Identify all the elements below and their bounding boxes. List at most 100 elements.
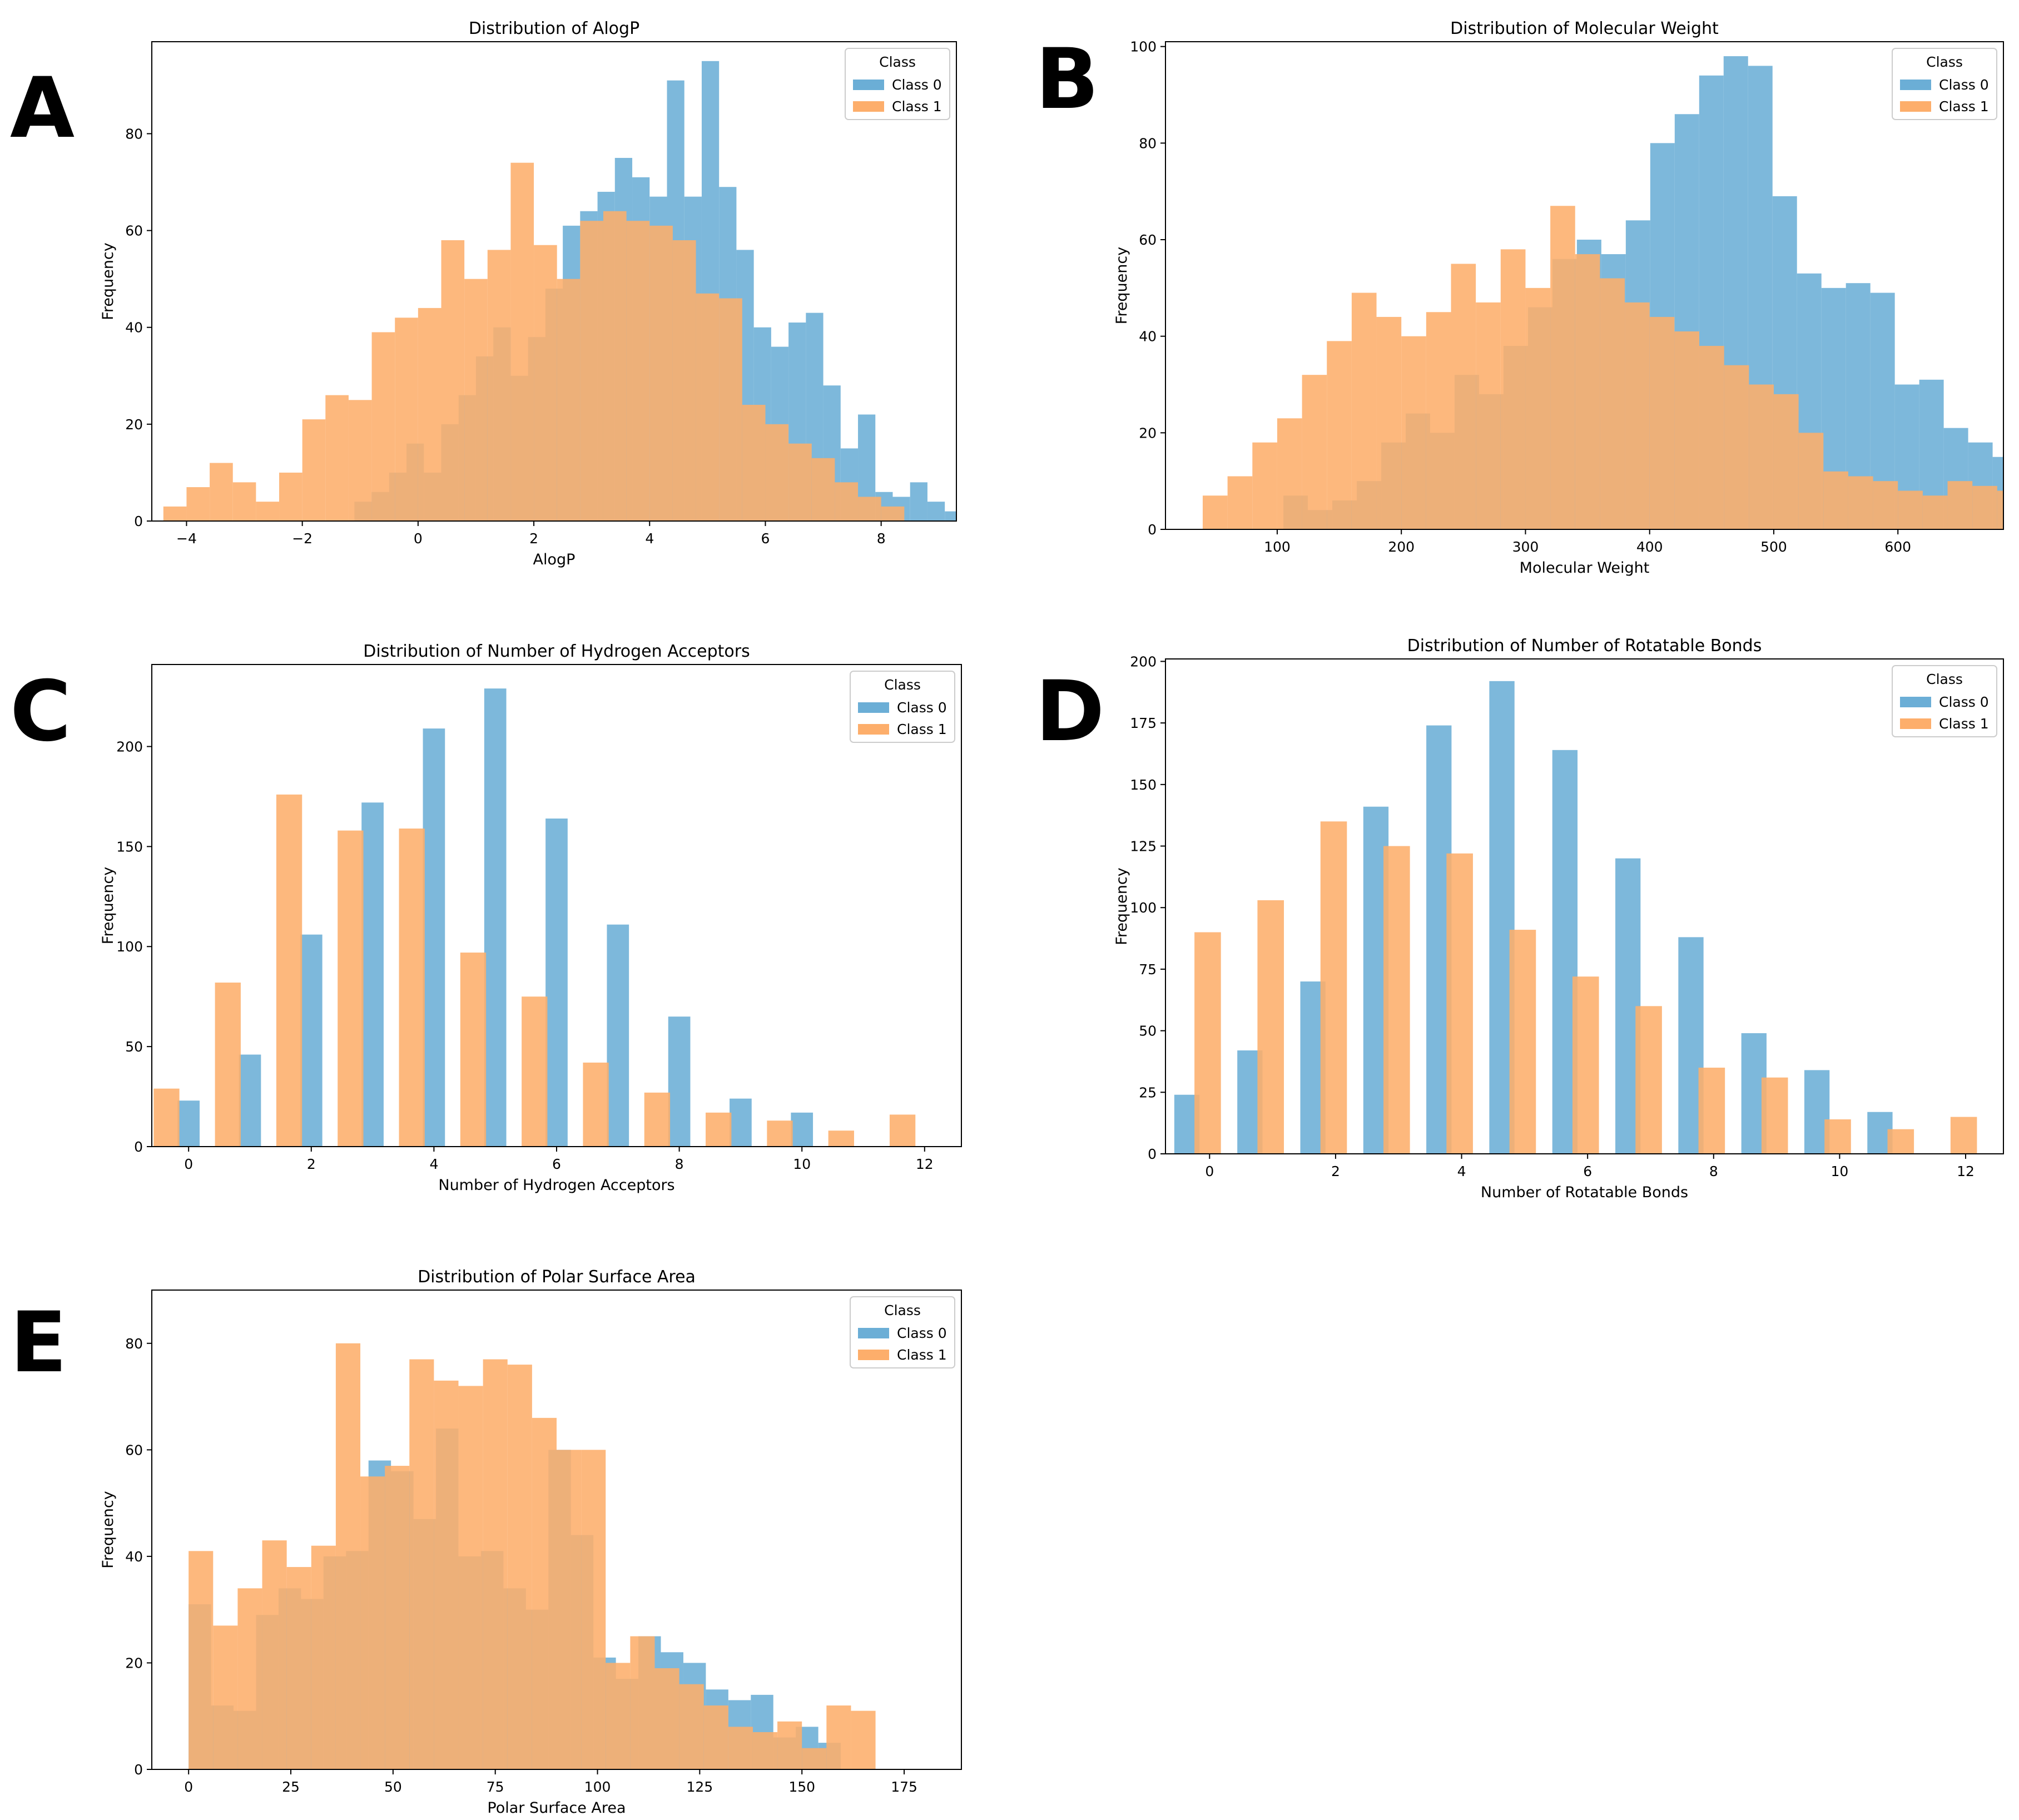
bar-class1 (851, 1710, 876, 1769)
y-tick-label: 40 (125, 320, 143, 336)
legend-entry: Class 1 (892, 98, 942, 115)
bar-class1 (418, 308, 441, 521)
bar-class1 (858, 497, 881, 521)
bar-class1 (302, 419, 326, 521)
legend-entry: Class 0 (1939, 694, 1989, 710)
bar-class1 (163, 506, 187, 521)
bar-class1 (1572, 976, 1599, 1154)
bar-class1 (1202, 495, 1228, 529)
bar-class1 (1509, 930, 1536, 1154)
bar-class1 (742, 405, 766, 521)
y-tick-label: 20 (1139, 425, 1157, 441)
bar-class1 (1277, 418, 1302, 529)
bar-class1 (510, 162, 534, 521)
x-tick-label: 4 (429, 1156, 438, 1172)
bar-class1 (1550, 206, 1575, 529)
chart-4: 0 25 50 75 100 125 150 175 0 20 40 60 80 Distribution… (100, 1267, 962, 1817)
x-tick-label: 175 (891, 1779, 917, 1795)
bar-class1 (399, 828, 425, 1147)
bar-class1 (1320, 821, 1347, 1154)
y-tick-label: 75 (1139, 961, 1157, 978)
bar-class1 (1848, 476, 1873, 529)
y-tick-label: 60 (125, 223, 143, 239)
bar-class1 (1383, 846, 1410, 1154)
bar-class1 (1227, 476, 1253, 529)
x-axis-label: Number of Rotatable Bonds (1481, 1184, 1688, 1201)
bar-class1 (441, 240, 465, 521)
bar-class0 (177, 1100, 200, 1147)
bar-class1 (188, 1551, 214, 1769)
bar-class1 (1997, 490, 2003, 529)
bar-class1 (1887, 1129, 1914, 1154)
x-tick-label: 100 (1264, 539, 1291, 555)
y-tick-label: 50 (125, 1039, 143, 1055)
legend-swatch (1900, 101, 1931, 112)
bar-class1 (811, 458, 835, 521)
bar-class1 (458, 1386, 483, 1769)
legend-swatch (1900, 80, 1931, 90)
bar-class1 (603, 211, 627, 521)
bar-class0 (545, 819, 568, 1147)
bar-class0 (927, 502, 945, 521)
bar-class1 (276, 794, 302, 1147)
y-tick-label: 60 (125, 1442, 143, 1458)
bar-class1 (186, 487, 210, 521)
legend-swatch (858, 724, 889, 735)
bar-class1 (1761, 1077, 1788, 1154)
bar-class1 (1898, 490, 1923, 529)
bar-class1 (1922, 495, 1948, 529)
legend-swatch (853, 101, 884, 112)
y-tick-label: 0 (134, 513, 143, 529)
bar-class1 (1575, 254, 1600, 529)
bar-class1 (1674, 331, 1700, 529)
bar-class1 (210, 463, 233, 521)
bar-class1 (1823, 471, 1848, 529)
bar-class1 (835, 482, 859, 521)
bar-class0 (484, 688, 507, 1147)
bar-class1 (1351, 292, 1377, 529)
bar-class0 (791, 1112, 813, 1147)
y-axis-label: Frequency (100, 242, 117, 320)
x-tick-label: 6 (552, 1156, 561, 1172)
bar-class1 (1426, 312, 1451, 529)
bar-class1 (232, 482, 256, 521)
y-tick-label: 40 (1139, 329, 1157, 345)
x-tick-label: 500 (1760, 539, 1787, 555)
bar-class1 (1972, 485, 1997, 529)
bar-class1 (385, 1466, 410, 1769)
x-axis-label: AlogP (533, 551, 576, 568)
y-axis-label: Frequency (1113, 867, 1130, 945)
bar-class1 (311, 1545, 336, 1769)
legend-swatch (858, 1350, 889, 1360)
bar-class1 (532, 1417, 557, 1769)
bar-class1 (765, 424, 789, 521)
x-tick-label: 4 (645, 530, 654, 547)
bar-class1 (581, 1450, 606, 1769)
bar-class0 (910, 482, 927, 521)
bar-class1 (371, 332, 395, 521)
bar-class1 (606, 1663, 631, 1769)
bar-class1 (153, 1088, 180, 1147)
y-tick-label: 100 (1130, 39, 1157, 55)
x-axis-label: Polar Surface Area (487, 1799, 626, 1817)
chart-title: Distribution of Molecular Weight (1450, 19, 1719, 38)
y-tick-label: 60 (1139, 232, 1157, 248)
bar-class1 (752, 1732, 778, 1769)
y-tick-label: 150 (116, 839, 143, 855)
y-tick-label: 100 (116, 939, 143, 955)
panel-label-b: B (1035, 31, 1099, 128)
bar-class1 (557, 1450, 582, 1769)
panel-label-c: C (10, 663, 72, 760)
legend-entry: Class 0 (897, 1325, 947, 1341)
legend-title: Class (879, 54, 916, 70)
y-tick-label: 0 (134, 1139, 143, 1155)
bar-class1 (654, 1668, 679, 1769)
legend-entry: Class 1 (897, 721, 947, 737)
y-tick-label: 80 (125, 126, 143, 142)
panel-label-e: E (10, 1295, 67, 1391)
x-tick-label: 10 (793, 1156, 811, 1172)
y-axis-label: Frequency (1113, 247, 1130, 325)
bar-class1 (1773, 394, 1799, 529)
y-tick-label: 200 (1130, 653, 1157, 670)
